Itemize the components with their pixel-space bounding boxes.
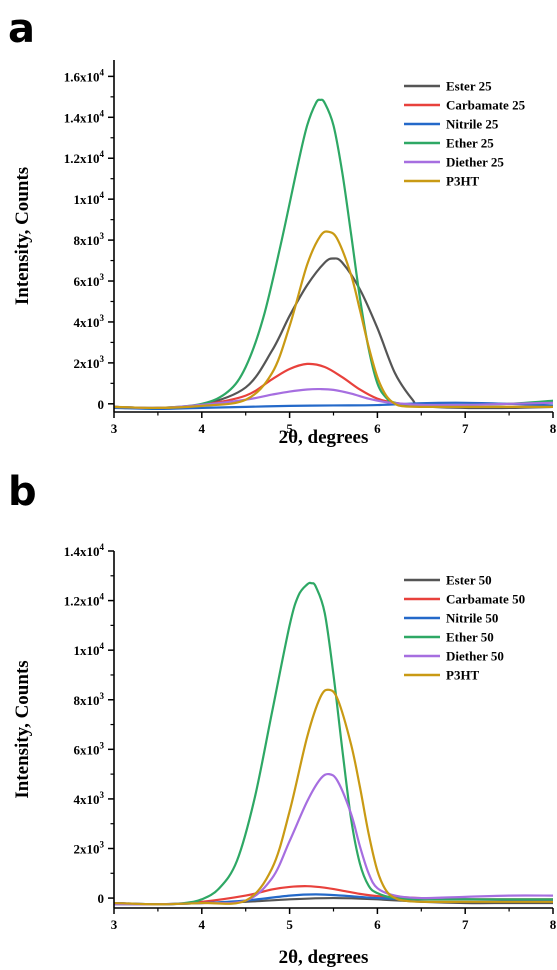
y-tick-label: 1x104 (74, 641, 105, 658)
chart-panel-a: 3 4 5 6 7 8 0 2x103 4x103 6x103 8x103 1x104 1.2x104 1… (12, 60, 557, 448)
x-tick-label: 6 (374, 421, 381, 436)
x-axis-title: 2θ, degrees (279, 947, 369, 968)
x-tick-label: 7 (462, 421, 469, 436)
y-tick-label: 1x104 (74, 190, 105, 207)
x-tick-label: 4 (199, 917, 206, 932)
legend-label: Diether 25 (446, 155, 504, 170)
x-tick-label: 5 (286, 421, 293, 436)
x-tick-label: 4 (199, 421, 206, 436)
chart-panel-b: 3 4 5 6 7 8 0 2x103 4x103 6x103 8x103 1x104 1.2x104 1… (12, 542, 557, 968)
x-tick-label: 8 (550, 421, 557, 436)
x-tick-label: 6 (374, 917, 381, 932)
y-tick-label: 2x103 (74, 840, 105, 857)
y-tick-label: 2x103 (74, 354, 105, 371)
series-line-diether-25 (114, 387, 553, 410)
legend-label: Ester 25 (446, 79, 492, 94)
panel-letter-a: a (8, 6, 35, 52)
y-tick-label: 1.6x104 (64, 67, 105, 84)
series-line-nitrile-25 (114, 401, 553, 411)
y-tick-label: 6x103 (74, 740, 105, 757)
legend: Ester 25 Carbamate 25 Nitrile 25 Ether 25 Di… (404, 79, 526, 189)
legend-label: Ester 50 (446, 573, 492, 588)
legend-label: Carbamate 50 (446, 592, 525, 607)
series-group (114, 581, 553, 906)
series-line-ester-25 (114, 257, 553, 410)
y-axis-title: Intensity, Counts (12, 167, 33, 305)
y-tick-label: 4x103 (74, 313, 105, 330)
x-tick-label: 3 (111, 917, 118, 932)
legend-label: P3HT (446, 668, 480, 683)
y-tick-label: 6x103 (74, 272, 105, 289)
x-tick-label: 5 (286, 917, 293, 932)
legend-label: Ether 50 (446, 630, 494, 645)
legend-label: Carbamate 25 (446, 98, 526, 113)
series-group (114, 98, 553, 411)
x-tick-label: 7 (462, 917, 469, 932)
y-tick-label: 1.4x104 (64, 108, 105, 125)
series-line-diether-50 (114, 772, 553, 906)
series-line-p3ht (114, 230, 553, 410)
y-tick-label: 0 (98, 397, 105, 412)
legend-label: Nitrile 25 (446, 117, 499, 132)
series-line-carbamate-25 (114, 362, 553, 410)
x-tick-label: 8 (550, 917, 557, 932)
legend: Ester 50 Carbamate 50 Nitrile 50 Ether 50 Di… (404, 573, 525, 683)
y-tick-label: 0 (98, 891, 105, 906)
legend-label: Ether 25 (446, 136, 494, 151)
y-tick-label: 4x103 (74, 790, 105, 807)
legend-label: Nitrile 50 (446, 611, 498, 626)
legend-label: P3HT (446, 174, 480, 189)
panel-letter-b: b (8, 469, 37, 515)
x-axis-title: 2θ, degrees (279, 427, 369, 448)
y-tick-label: 1.2x104 (64, 592, 105, 609)
y-axis-title: Intensity, Counts (12, 660, 33, 798)
y-tick-label: 8x103 (74, 231, 105, 248)
legend-label: Diether 50 (446, 649, 504, 664)
y-tick-label: 8x103 (74, 691, 105, 708)
y-tick-label: 1.2x104 (64, 149, 105, 166)
x-tick-label: 3 (111, 421, 118, 436)
y-tick-label: 1.4x104 (64, 542, 105, 559)
series-line-p3ht (114, 688, 553, 906)
